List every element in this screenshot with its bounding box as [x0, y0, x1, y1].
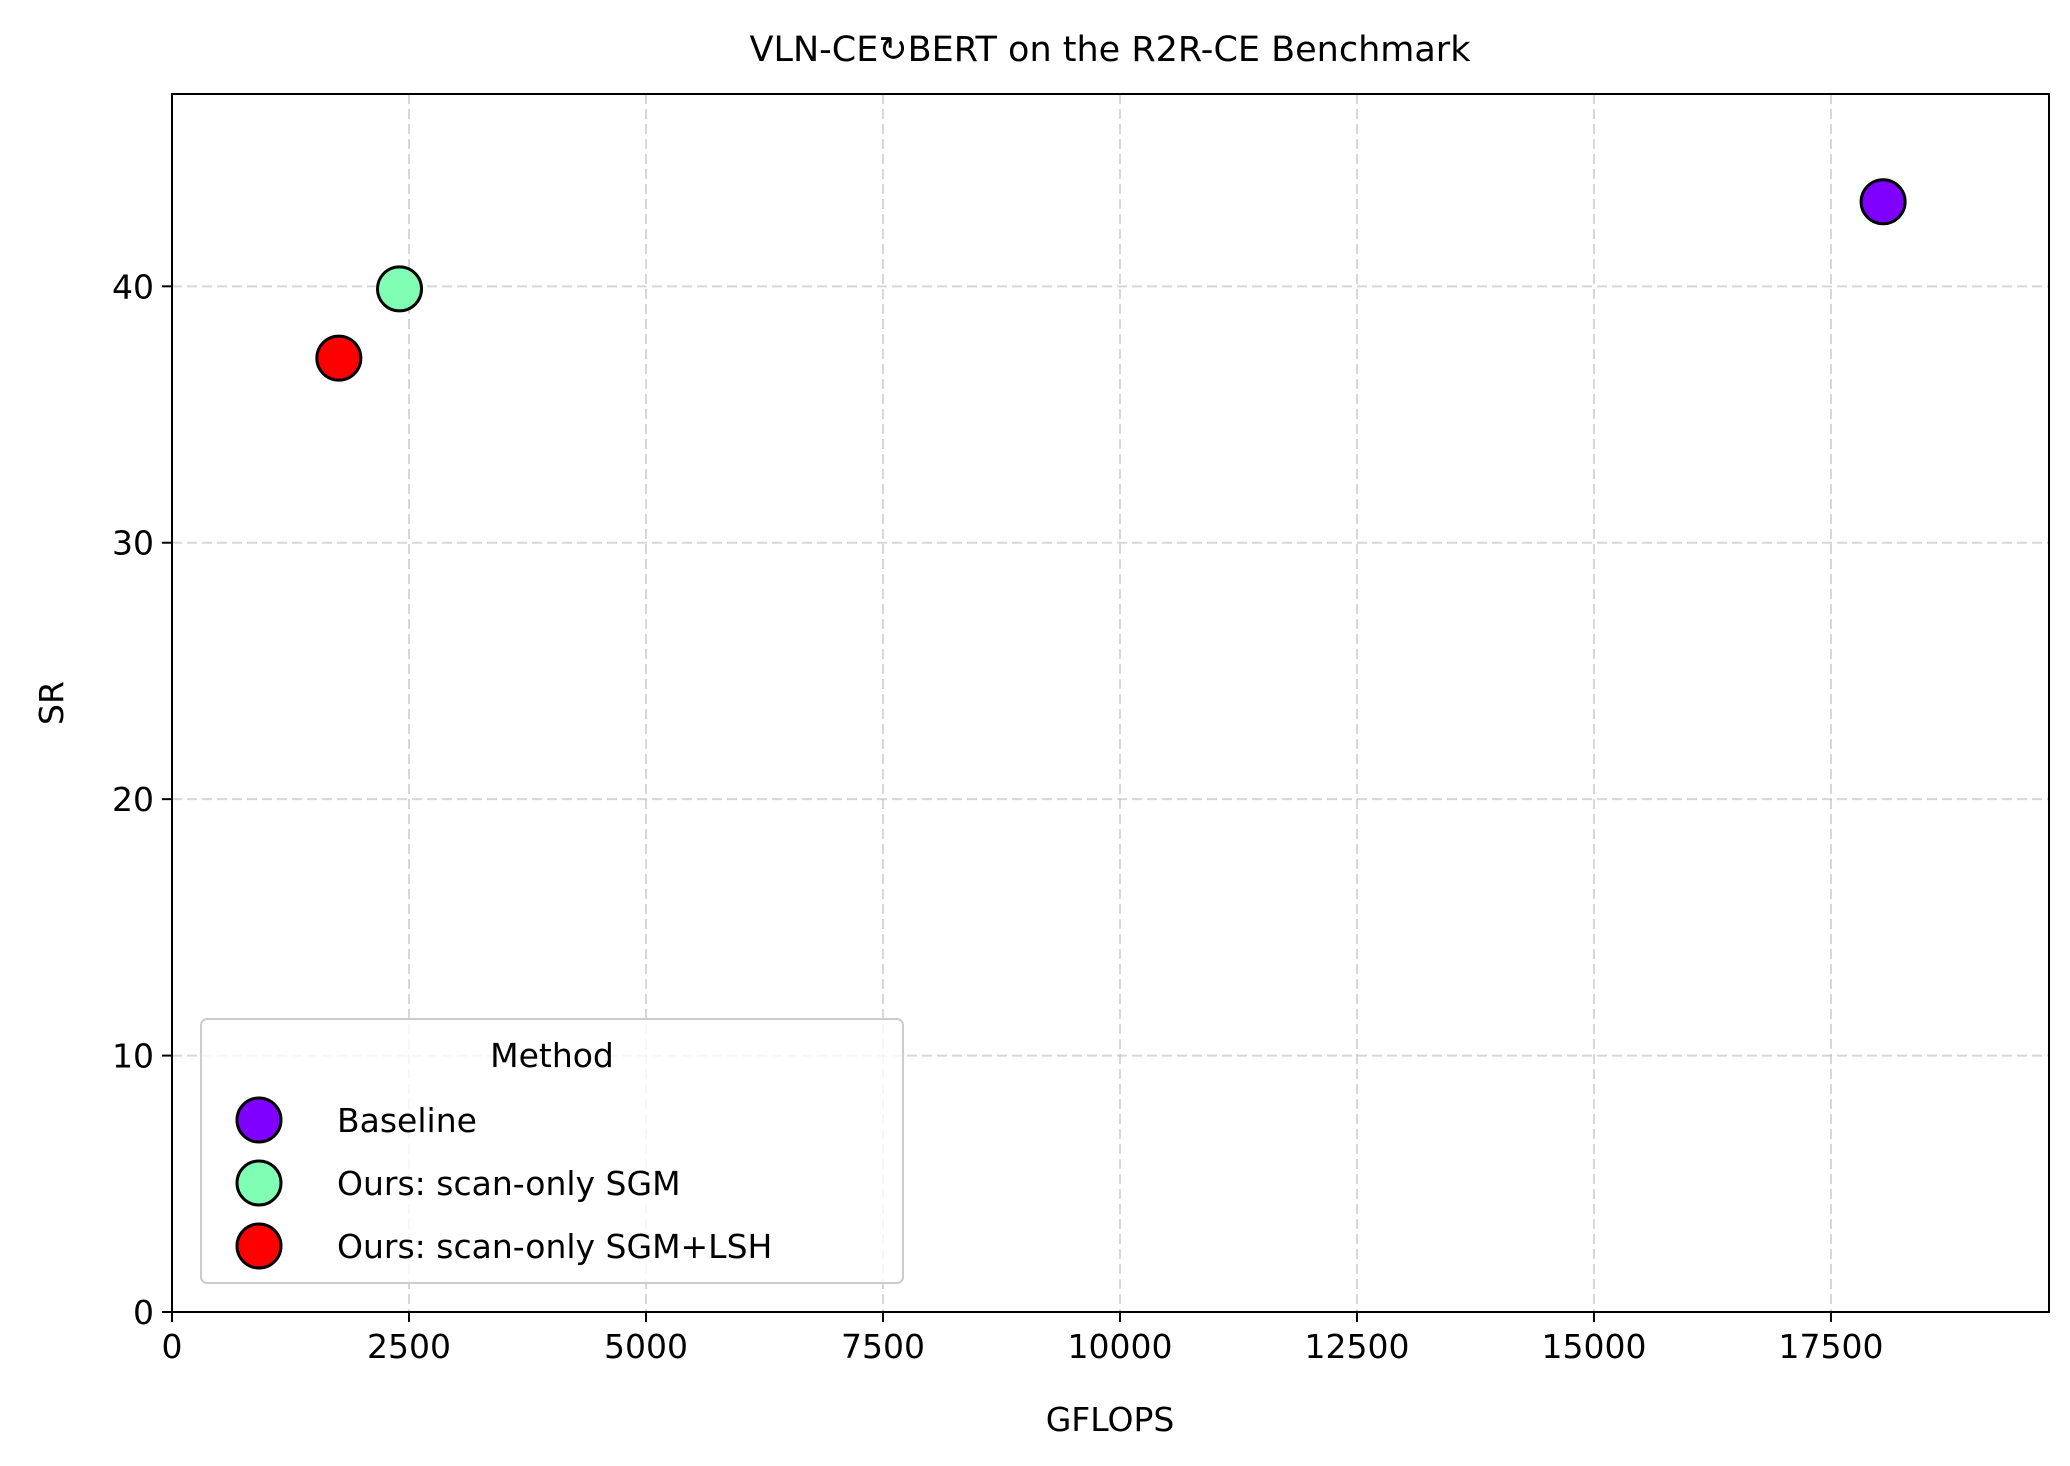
y-axis-label: SR [32, 681, 71, 725]
legend-marker [235, 1222, 283, 1270]
legend-marker [235, 1096, 283, 1144]
data-point [376, 265, 424, 313]
legend-label: Ours: scan-only SGM [337, 1164, 681, 1203]
legend-marker [235, 1159, 283, 1207]
y-tick-label: 10 [112, 1037, 154, 1076]
x-tick-label: 0 [162, 1327, 183, 1366]
y-tick-label: 20 [112, 780, 154, 819]
x-axis-label: GFLOPS [1046, 1400, 1175, 1439]
legend-label: Ours: scan-only SGM+LSH [337, 1227, 772, 1266]
x-tick-label: 2500 [367, 1327, 451, 1366]
x-tick-label: 10000 [1067, 1327, 1172, 1366]
legend-label: Baseline [337, 1101, 477, 1140]
plot-frame [171, 93, 2050, 1313]
y-tick-label: 0 [133, 1293, 154, 1332]
legend-box [200, 1018, 904, 1284]
legend-entries: Baseline Ours: scan-only SGM Ours: scan-on… [235, 1096, 772, 1270]
axis-ticks: 0 2500 5000 7500 10000 12500 15000 17500 0 10 20 30… [112, 267, 1883, 1366]
data-point [315, 334, 363, 382]
y-tick-label: 30 [112, 524, 154, 563]
x-tick-label: 15000 [1541, 1327, 1646, 1366]
x-tick-label: 12500 [1304, 1327, 1409, 1366]
x-tick-label: 17500 [1778, 1327, 1883, 1366]
data-points [315, 178, 1907, 382]
y-tick-label: 40 [112, 267, 154, 306]
chart-title: VLN-CE↻BERT on the R2R-CE Benchmark [750, 30, 1472, 70]
legend-title: Method [490, 1036, 614, 1075]
data-point [1859, 178, 1907, 226]
x-tick-label: 5000 [604, 1327, 688, 1366]
legend: Method Baseline Ours: scan-only SGM Ours: … [200, 1018, 904, 1284]
x-tick-label: 7500 [841, 1327, 925, 1366]
